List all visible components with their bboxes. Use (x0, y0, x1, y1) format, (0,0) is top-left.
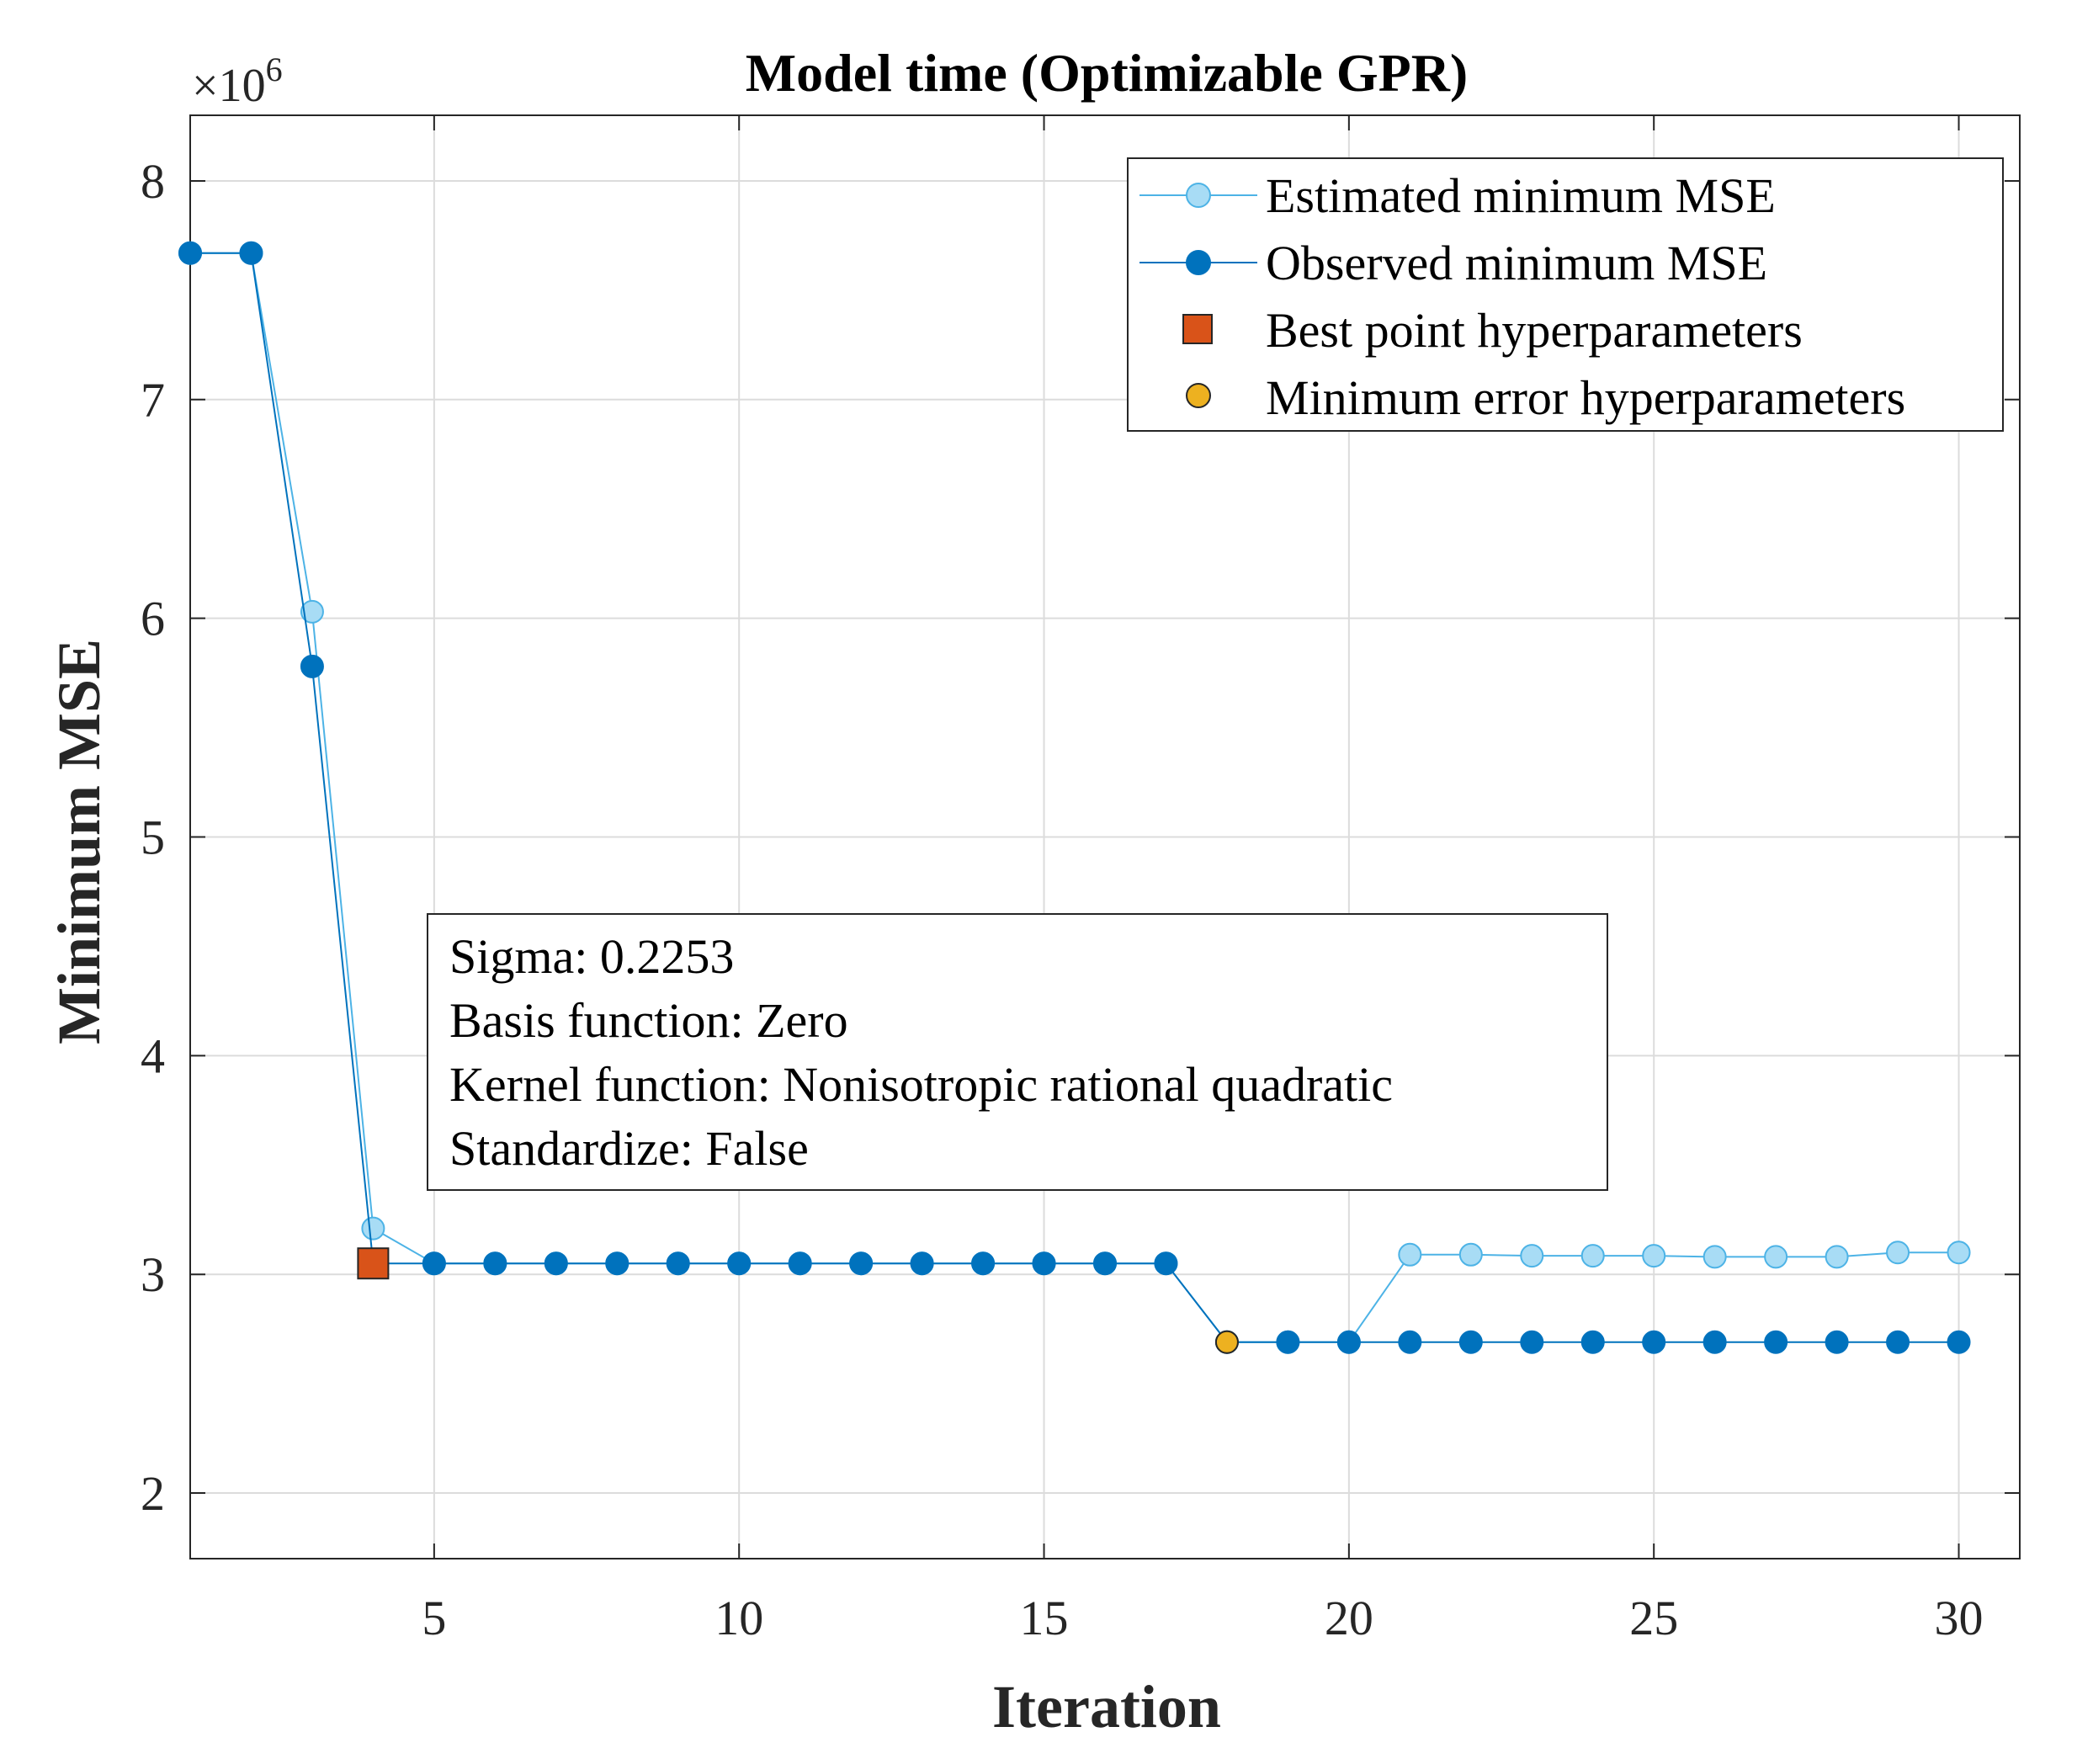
legend-frame (1127, 157, 2004, 432)
data-point (849, 1251, 874, 1276)
data-point (300, 599, 324, 624)
annotation-box: Sigma: 0.2253 Basis function: Zero Kerne… (427, 913, 1608, 1191)
y-axis-exponent-power: 6 (266, 50, 283, 88)
series-layer (178, 241, 1971, 1354)
y-axis-exponent: ×106 (192, 50, 283, 112)
data-point (239, 241, 263, 265)
x-axis-label: Iteration (992, 1673, 1221, 1740)
x-tick-label: 30 (1935, 1591, 1984, 1645)
data-point (1520, 1244, 1544, 1268)
y-tick-label: 7 (141, 373, 165, 428)
data-point (1642, 1330, 1666, 1354)
annotation-line: Kernel function: Nonisotropic rational q… (449, 1057, 1393, 1112)
y-tick-label: 4 (141, 1028, 165, 1083)
data-point (1336, 1330, 1361, 1354)
data-point (910, 1251, 934, 1276)
data-point (1886, 1241, 1910, 1265)
data-point (1458, 1330, 1483, 1354)
data-point (422, 1251, 446, 1276)
data-point (1398, 1330, 1422, 1354)
data-point (300, 654, 324, 678)
legend: Estimated minimum MSE Observed minimum M… (1127, 157, 2004, 432)
data-point (1276, 1330, 1300, 1354)
x-tick-label: 10 (714, 1591, 763, 1645)
data-point (178, 241, 202, 265)
data-point (1580, 1330, 1605, 1354)
x-tick-label: 5 (422, 1591, 446, 1645)
annotation-frame (427, 913, 1608, 1191)
data-point (1764, 1330, 1788, 1354)
x-tick-label: 15 (1020, 1591, 1069, 1645)
y-tick-label: 2 (141, 1466, 165, 1521)
y-axis-exponent-base: ×10 (192, 60, 266, 112)
y-tick-label: 5 (141, 810, 165, 865)
x-tick-label: 20 (1325, 1591, 1373, 1645)
data-point (1580, 1244, 1605, 1268)
data-point (1032, 1251, 1056, 1276)
chart-title: Model time (Optimizable GPR) (746, 43, 1468, 103)
data-point (1703, 1330, 1727, 1354)
legend-marker-min-error (1186, 383, 1211, 408)
best-point-marker (357, 1247, 390, 1280)
data-point (788, 1251, 812, 1276)
data-point (361, 1216, 385, 1241)
data-point (1764, 1245, 1788, 1269)
data-point (1825, 1245, 1849, 1269)
data-point (1458, 1242, 1483, 1267)
data-point (666, 1251, 690, 1276)
data-point (727, 1251, 752, 1276)
data-point (1947, 1330, 1971, 1354)
annotation-line: Basis function: Zero (449, 993, 848, 1048)
data-point (1703, 1245, 1727, 1269)
annotation-line: Sigma: 0.2253 (449, 929, 734, 984)
y-axis-label: Minimum MSE (45, 639, 113, 1044)
data-point (1520, 1330, 1544, 1354)
data-point (1154, 1251, 1178, 1276)
annotation-line: Standardize: False (449, 1121, 809, 1176)
data-point (1886, 1330, 1910, 1354)
data-point (971, 1251, 996, 1276)
data-point (544, 1251, 568, 1276)
legend-marker-observed (1186, 250, 1211, 275)
data-point (1947, 1241, 1971, 1265)
data-point (1398, 1242, 1422, 1267)
ticks: 5 10 15 20 25 30 2 3 4 5 6 7 8 (141, 115, 2020, 1645)
legend-marker-best-point (1182, 314, 1213, 344)
legend-label-observed: Observed minimum MSE (1266, 236, 1767, 290)
legend-label-estimated: Estimated minimum MSE (1266, 168, 1776, 223)
x-tick-label: 25 (1629, 1591, 1678, 1645)
y-tick-label: 6 (141, 592, 165, 646)
y-tick-label: 3 (141, 1247, 165, 1302)
data-point (1093, 1251, 1117, 1276)
y-tick-label: 8 (141, 154, 165, 209)
marker-layer (357, 1247, 1239, 1354)
data-point (1825, 1330, 1849, 1354)
legend-label-min-error: Minimum error hyperparameters (1266, 370, 1905, 425)
min-error-marker (1214, 1330, 1239, 1354)
legend-label-best-point: Best point hyperparameters (1266, 303, 1803, 358)
data-point (483, 1251, 507, 1276)
legend-marker-estimated (1186, 183, 1211, 208)
data-point (605, 1251, 629, 1276)
data-point (1642, 1244, 1666, 1268)
series-observed (178, 241, 1971, 1354)
